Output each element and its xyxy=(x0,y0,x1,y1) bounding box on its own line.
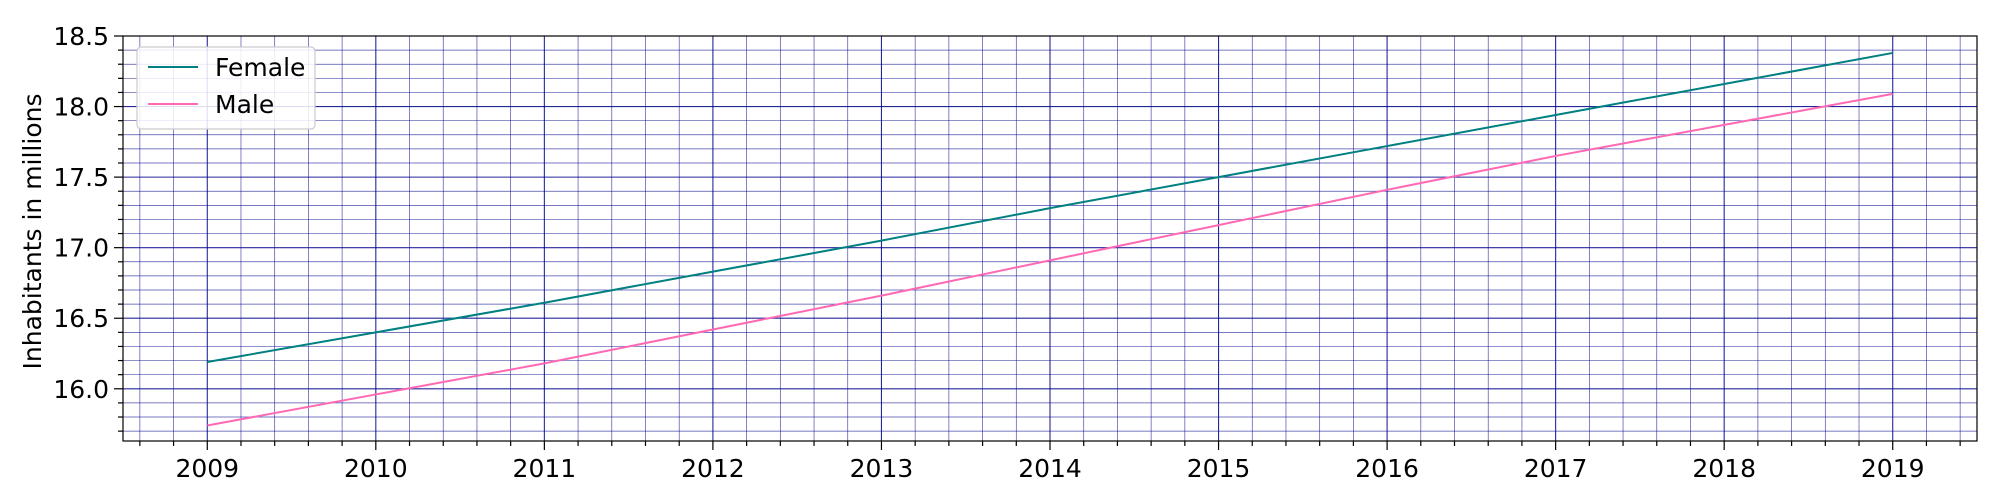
y-tick-label: 17.0 xyxy=(53,234,109,263)
x-tick-label: 2014 xyxy=(1018,454,1082,483)
x-tick-label: 2013 xyxy=(850,454,914,483)
x-tick-label: 2009 xyxy=(175,454,239,483)
y-tick-label: 16.0 xyxy=(53,375,109,404)
x-tick-label: 2019 xyxy=(1861,454,1925,483)
x-axis-ticks: 2009 2010 2011 2012 2013 2014 2015 2016 2017 2018… xyxy=(139,441,1961,483)
series-line-female xyxy=(207,51,1893,363)
x-tick-label: 2017 xyxy=(1524,454,1588,483)
legend: Female Male xyxy=(136,46,316,130)
y-axis-ticks: 16.0 16.5 17.0 17.5 18.0 18.5 xyxy=(53,22,123,432)
y-tick-label: 18.5 xyxy=(53,22,109,51)
y-tick-label: 16.5 xyxy=(53,304,109,333)
x-tick-label: 2015 xyxy=(1187,454,1251,483)
series-lines xyxy=(207,51,1893,427)
y-tick-label: 17.5 xyxy=(53,163,109,192)
legend-label-female: Female xyxy=(215,53,305,82)
series-line-male xyxy=(207,92,1893,427)
x-tick-label: 2011 xyxy=(513,454,577,483)
x-tick-label: 2010 xyxy=(344,454,408,483)
legend-label-male: Male xyxy=(215,90,274,119)
x-tick-label: 2012 xyxy=(681,454,745,483)
x-tick-label: 2018 xyxy=(1692,454,1756,483)
y-axis-label: Inhabitants in millions xyxy=(18,94,47,370)
y-tick-label: 18.0 xyxy=(53,93,109,122)
grid xyxy=(123,35,1977,441)
x-tick-label: 2016 xyxy=(1355,454,1419,483)
